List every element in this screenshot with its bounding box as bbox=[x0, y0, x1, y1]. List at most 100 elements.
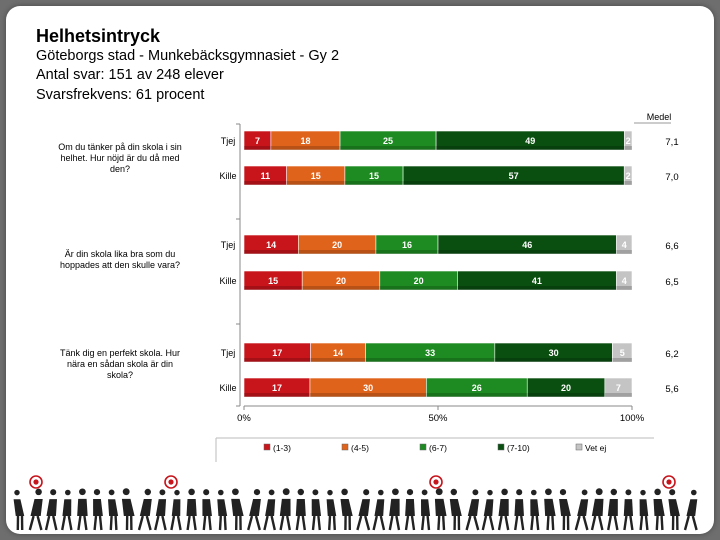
legend-swatch bbox=[575, 443, 583, 451]
person-body bbox=[498, 498, 509, 516]
legend-swatch bbox=[419, 443, 427, 451]
person-leg bbox=[186, 515, 191, 531]
mean-value: 6,5 bbox=[665, 277, 678, 288]
bar-value-label: 5 bbox=[620, 348, 625, 358]
person-leg bbox=[683, 515, 690, 531]
bar-segment-shade bbox=[379, 286, 458, 290]
row-label-kille: Kille bbox=[219, 383, 236, 393]
person-leg bbox=[44, 515, 51, 531]
person-leg bbox=[311, 515, 316, 531]
bar-segment-vet-ej bbox=[623, 165, 633, 186]
bar-segment-shade bbox=[244, 358, 311, 362]
person-leg bbox=[176, 515, 182, 531]
bar-segment-vet-ej bbox=[616, 270, 633, 291]
person-leg bbox=[465, 515, 472, 531]
legend-label: (4-5) bbox=[351, 443, 369, 453]
bar-segment-shade bbox=[270, 146, 341, 150]
person-leg bbox=[77, 515, 82, 531]
person-head bbox=[159, 489, 166, 496]
row-label-kille: Kille bbox=[219, 171, 236, 181]
person-body bbox=[231, 498, 244, 516]
person-body bbox=[577, 499, 589, 516]
bar-segment-shade bbox=[340, 146, 437, 150]
person-leg bbox=[437, 515, 441, 531]
person-leg bbox=[639, 515, 644, 531]
bar-value-label: 30 bbox=[549, 348, 559, 358]
person-body bbox=[514, 499, 524, 516]
person-leg bbox=[504, 515, 510, 531]
person-leg bbox=[254, 515, 261, 531]
bar-value-label: 49 bbox=[525, 136, 535, 146]
person-body bbox=[311, 499, 322, 516]
bar-value-label: 20 bbox=[336, 276, 346, 286]
person-leg bbox=[410, 515, 416, 531]
person-head bbox=[581, 489, 588, 496]
person-head bbox=[487, 489, 493, 496]
bar-value-label: 7 bbox=[255, 136, 260, 146]
bar-segment-shade bbox=[616, 286, 632, 290]
person-body bbox=[108, 499, 119, 516]
bar-value-label: 20 bbox=[332, 240, 342, 250]
person-head bbox=[50, 489, 57, 496]
bar-value-label: 2 bbox=[626, 136, 631, 146]
person-head bbox=[14, 489, 20, 496]
bar-value-label: 7 bbox=[616, 383, 621, 393]
bar-segment-shade bbox=[616, 250, 632, 254]
person-leg bbox=[317, 515, 321, 531]
bar-segment-shade bbox=[436, 146, 625, 150]
person-leg bbox=[546, 515, 550, 531]
person-body bbox=[686, 499, 698, 516]
person-head bbox=[188, 488, 195, 496]
person-leg bbox=[98, 515, 103, 531]
person-head bbox=[472, 489, 479, 496]
question-text-line: Är din skola lika bra som du bbox=[65, 249, 176, 259]
bar-segment-shade bbox=[286, 181, 345, 185]
person-leg bbox=[170, 515, 176, 531]
person-leg bbox=[660, 515, 664, 531]
person-leg bbox=[514, 515, 519, 531]
mean-value: 6,6 bbox=[665, 241, 678, 252]
person-leg bbox=[691, 515, 698, 531]
person-body bbox=[202, 499, 212, 516]
person-head bbox=[516, 489, 523, 496]
target-icon-center bbox=[33, 479, 39, 485]
person-leg bbox=[328, 515, 332, 531]
bar-value-label: 17 bbox=[272, 348, 282, 358]
person-leg bbox=[590, 515, 597, 531]
person-leg bbox=[395, 515, 401, 531]
person-leg bbox=[364, 515, 371, 531]
school-subtitle: Göteborgs stad - Munkebäcksgymnasiet - G… bbox=[36, 48, 340, 64]
person-body bbox=[30, 498, 43, 516]
x-tick-label: 50% bbox=[428, 413, 448, 424]
person-leg bbox=[607, 515, 612, 531]
person-head bbox=[450, 488, 457, 496]
person-leg bbox=[613, 515, 619, 531]
bar-value-label: 26 bbox=[472, 383, 482, 393]
person-head bbox=[35, 488, 42, 496]
person-leg bbox=[279, 515, 285, 531]
person-body bbox=[279, 498, 291, 516]
question-text-line: den? bbox=[110, 164, 130, 174]
person-leg bbox=[473, 515, 480, 531]
bar-segment-shade bbox=[244, 286, 303, 290]
person-head bbox=[378, 489, 384, 496]
person-body bbox=[421, 499, 431, 516]
mean-value: 5,6 bbox=[665, 384, 678, 395]
person-head bbox=[654, 488, 661, 496]
question-text-line: hoppades att den skulle vara? bbox=[60, 260, 180, 270]
page-title: Helhetsintryck bbox=[36, 26, 161, 46]
person-leg bbox=[404, 515, 410, 531]
bar-segment-shade bbox=[438, 250, 617, 254]
bar-value-label: 2 bbox=[626, 171, 631, 181]
bar-value-label: 15 bbox=[268, 276, 278, 286]
person-leg bbox=[28, 515, 35, 531]
question-text-line: skola? bbox=[107, 370, 133, 380]
bar-segment-shade bbox=[624, 146, 632, 150]
bar-value-label: 20 bbox=[414, 276, 424, 286]
person-head bbox=[297, 488, 304, 496]
person-head bbox=[669, 489, 676, 496]
person-leg bbox=[520, 515, 525, 531]
person-leg bbox=[551, 515, 555, 531]
bar-segment-vet-ej bbox=[624, 130, 633, 151]
person-head bbox=[218, 489, 224, 496]
